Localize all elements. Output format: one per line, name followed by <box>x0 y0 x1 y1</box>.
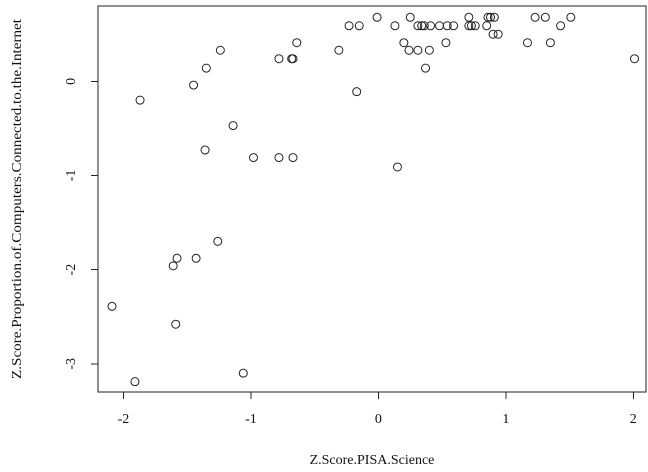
data-point <box>135 95 145 105</box>
y-axis-title: Z.Score.Proportion.of.Computers.Connecte… <box>10 19 25 379</box>
data-point <box>545 38 555 48</box>
data-point <box>354 21 364 31</box>
data-point <box>213 236 223 246</box>
data-point <box>405 12 415 22</box>
x-tick-label: -2 <box>118 412 130 427</box>
data-point <box>399 38 409 48</box>
data-point <box>189 80 199 90</box>
data-point <box>171 319 181 329</box>
data-point <box>274 54 284 64</box>
data-point <box>392 162 402 172</box>
data-point <box>486 12 496 22</box>
scatter-points <box>107 12 640 387</box>
data-point <box>435 21 445 31</box>
data-point <box>228 121 238 131</box>
data-point <box>530 12 540 22</box>
data-point <box>540 12 550 22</box>
data-point <box>292 38 302 48</box>
data-point <box>288 153 298 163</box>
data-point <box>522 38 532 48</box>
data-point <box>493 29 503 39</box>
data-point <box>556 21 566 31</box>
data-point <box>630 54 640 64</box>
data-point <box>168 261 178 271</box>
data-point <box>390 21 400 31</box>
data-point <box>441 38 451 48</box>
y-tick-label: -3 <box>64 358 79 370</box>
x-tick-label: 2 <box>630 412 637 427</box>
data-point <box>215 45 225 55</box>
plot-frame <box>97 5 647 393</box>
data-point <box>172 253 182 263</box>
data-point <box>248 153 258 163</box>
data-point <box>413 21 423 31</box>
data-point <box>201 63 211 73</box>
y-tick-label: -2 <box>64 264 79 276</box>
x-tick-label: -1 <box>245 412 257 427</box>
data-point <box>200 145 210 155</box>
data-point <box>421 63 431 73</box>
data-point <box>417 21 427 31</box>
data-point <box>482 21 492 31</box>
data-point <box>372 12 382 22</box>
y-tick-label: 0 <box>64 78 79 85</box>
data-point <box>107 301 117 311</box>
x-tick-label: 0 <box>375 412 382 427</box>
data-point <box>449 21 459 31</box>
data-point <box>274 153 284 163</box>
data-point <box>352 87 362 97</box>
data-point <box>488 29 498 39</box>
data-point <box>424 45 434 55</box>
x-axis-title: Z.Score.PISA.Science <box>310 453 435 468</box>
data-point <box>489 12 499 22</box>
data-point <box>426 21 436 31</box>
y-tick-label: -1 <box>64 170 79 182</box>
data-point <box>442 21 452 31</box>
x-tick-label: 1 <box>502 412 509 427</box>
data-point <box>130 377 140 387</box>
data-point <box>419 21 429 31</box>
data-point <box>466 21 476 31</box>
x-axis: -2 -1 0 1 2 <box>118 392 637 427</box>
data-point <box>470 21 480 31</box>
data-point <box>288 54 298 64</box>
data-point <box>464 12 474 22</box>
y-axis: -3 -2 -1 0 <box>64 78 98 370</box>
data-point <box>404 45 414 55</box>
data-point <box>566 12 576 22</box>
data-point <box>334 45 344 55</box>
data-point <box>483 12 493 22</box>
data-point <box>413 45 423 55</box>
data-point <box>191 253 201 263</box>
data-point <box>344 21 354 31</box>
data-point <box>238 368 248 378</box>
